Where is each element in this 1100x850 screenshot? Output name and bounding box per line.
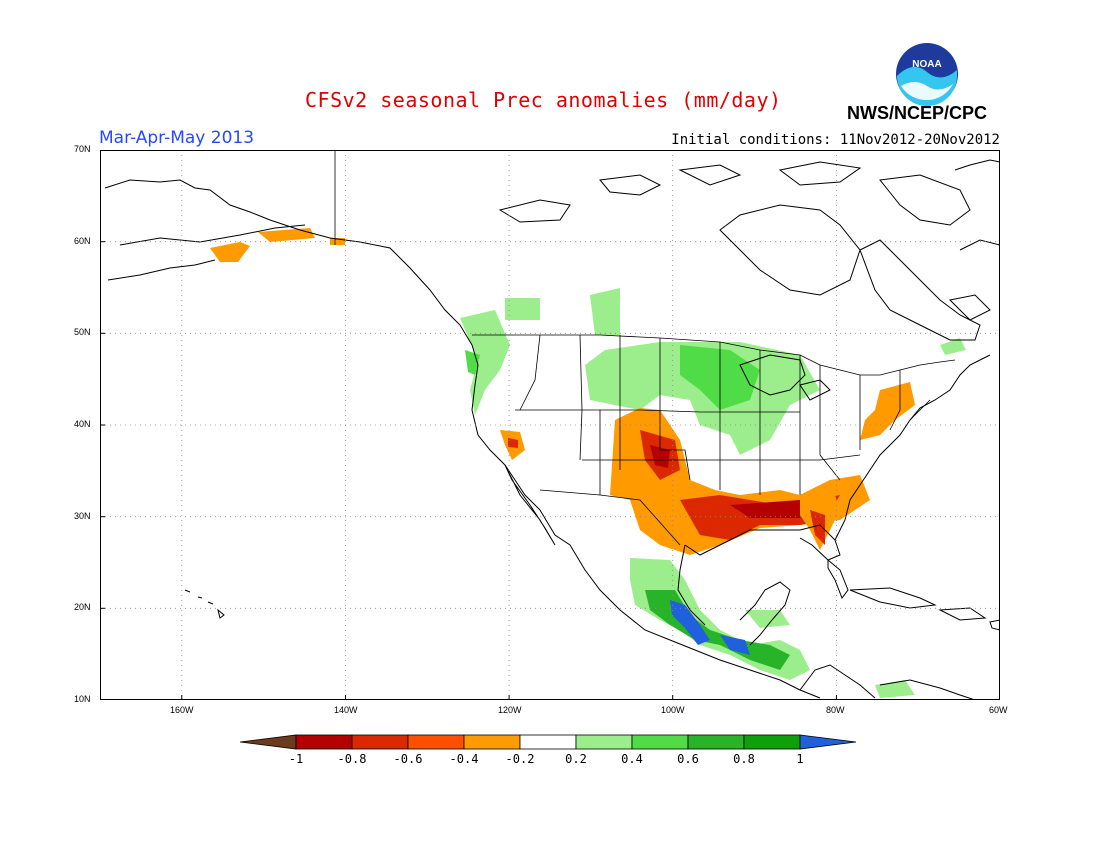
colorbar-segment bbox=[687, 734, 745, 750]
colorbar-segment bbox=[463, 734, 521, 750]
colorbar-segment bbox=[743, 734, 801, 750]
lon-label: 80W bbox=[826, 705, 845, 715]
colorbar-tick-label: -0.4 bbox=[449, 752, 479, 766]
colorbar-tick-label: -0.6 bbox=[393, 752, 423, 766]
colorbar-tick-label: 0.6 bbox=[677, 752, 699, 766]
lat-label: 50N bbox=[74, 327, 91, 337]
lat-label: 10N bbox=[74, 694, 91, 704]
colorbar-tick-label: 0.2 bbox=[565, 752, 587, 766]
colorbar-segment bbox=[407, 734, 465, 750]
colorbar-tick-label: 0.4 bbox=[621, 752, 643, 766]
lon-label: 160W bbox=[170, 705, 194, 715]
graticule bbox=[100, 150, 1000, 700]
lat-label: 60N bbox=[74, 236, 91, 246]
colorbar-segment bbox=[575, 734, 633, 750]
colorbar-tick-label: 1 bbox=[796, 752, 804, 766]
lat-label: 20N bbox=[74, 602, 91, 612]
colorbar-tick-label: 0.8 bbox=[733, 752, 755, 766]
colorbar-segment bbox=[240, 734, 297, 750]
colorbar-segment bbox=[799, 734, 857, 750]
colorbar-tick-label: -1 bbox=[288, 752, 304, 766]
lon-label: 100W bbox=[661, 705, 685, 715]
noaa-logo-icon: NOAA bbox=[896, 43, 958, 106]
colorbar-tick-label: -0.2 bbox=[505, 752, 535, 766]
political-boundaries bbox=[334, 150, 956, 546]
colorbar-segment bbox=[295, 734, 353, 750]
colorbar bbox=[240, 734, 857, 750]
lon-label: 140W bbox=[334, 705, 358, 715]
precipitation-anomaly-map bbox=[100, 150, 1000, 700]
colorbar-segment bbox=[351, 734, 409, 750]
initial-conditions-label: Initial conditions: 11Nov2012-20Nov2012 bbox=[671, 132, 1000, 148]
colorbar-segment bbox=[631, 734, 689, 750]
forecast-period: Mar-Apr-May 2013 bbox=[99, 128, 255, 148]
svg-text:NOAA: NOAA bbox=[912, 59, 941, 70]
agency-label: NWS/NCEP/CPC bbox=[847, 103, 988, 123]
colorbar-tick-label: -0.8 bbox=[337, 752, 367, 766]
lon-label: 120W bbox=[498, 705, 522, 715]
colorbar-segment bbox=[519, 734, 577, 750]
map-title: CFSv2 seasonal Prec anomalies (mm/day) bbox=[305, 88, 782, 112]
lat-label: 40N bbox=[74, 419, 91, 429]
coastlines bbox=[104, 159, 1000, 700]
lat-label: 30N bbox=[74, 511, 91, 521]
lon-label: 60W bbox=[989, 705, 1008, 715]
lat-label: 70N bbox=[74, 144, 91, 154]
